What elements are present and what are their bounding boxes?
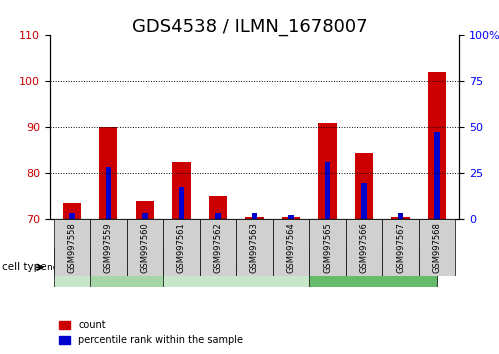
- Bar: [428, 72, 446, 219]
- Text: GSM997566: GSM997566: [360, 222, 369, 273]
- Text: GDS4538 / ILMN_1678007: GDS4538 / ILMN_1678007: [132, 18, 367, 36]
- Bar: [209, 196, 227, 219]
- Bar: [419, 219, 456, 276]
- Text: GSM997562: GSM997562: [214, 221, 223, 276]
- Text: GSM997559: GSM997559: [104, 222, 113, 273]
- Bar: [53, 219, 90, 276]
- Text: cell type: cell type: [2, 262, 47, 272]
- Bar: [361, 183, 367, 219]
- Bar: [99, 127, 117, 219]
- Bar: [172, 162, 191, 219]
- Text: GSM997566: GSM997566: [360, 221, 369, 276]
- Text: GSM997567: GSM997567: [396, 221, 405, 276]
- Text: neurons CD44- EGFR-: neurons CD44- EGFR-: [325, 263, 422, 272]
- Bar: [252, 212, 257, 219]
- Text: GSM997558: GSM997558: [67, 221, 76, 276]
- Bar: [282, 217, 300, 219]
- Bar: [136, 201, 154, 219]
- Bar: [309, 219, 346, 276]
- Bar: [346, 219, 382, 276]
- Text: oligodendrocytes: oligodendrocytes: [97, 263, 175, 272]
- Text: GSM997563: GSM997563: [250, 221, 259, 276]
- Bar: [69, 212, 74, 219]
- Bar: [53, 248, 108, 287]
- Bar: [127, 219, 163, 276]
- Bar: [435, 132, 440, 219]
- Bar: [392, 217, 410, 219]
- Bar: [179, 187, 184, 219]
- Bar: [90, 219, 127, 276]
- Text: GSM997565: GSM997565: [323, 222, 332, 273]
- Text: GSM997568: GSM997568: [433, 222, 442, 273]
- Bar: [163, 248, 327, 287]
- Bar: [163, 219, 200, 276]
- Text: GSM997559: GSM997559: [104, 221, 113, 276]
- Bar: [246, 217, 263, 219]
- Bar: [273, 219, 309, 276]
- Bar: [215, 212, 221, 219]
- Text: GSM997558: GSM997558: [67, 222, 76, 273]
- Bar: [398, 212, 403, 219]
- Bar: [288, 215, 294, 219]
- Bar: [318, 123, 337, 219]
- Bar: [309, 248, 437, 287]
- Text: GSM997567: GSM997567: [396, 222, 405, 273]
- Text: GSM997561: GSM997561: [177, 222, 186, 273]
- Text: neural rosettes: neural rosettes: [46, 263, 115, 272]
- Text: GSM997568: GSM997568: [433, 221, 442, 276]
- Bar: [382, 219, 419, 276]
- Text: GSM997561: GSM997561: [177, 221, 186, 276]
- Text: GSM997560: GSM997560: [140, 222, 149, 273]
- Bar: [106, 166, 111, 219]
- Bar: [355, 153, 373, 219]
- Text: GSM997564: GSM997564: [286, 222, 295, 273]
- Bar: [325, 162, 330, 219]
- Text: GSM997560: GSM997560: [140, 221, 149, 276]
- Bar: [236, 219, 273, 276]
- Bar: [63, 203, 81, 219]
- Text: GSM997562: GSM997562: [214, 222, 223, 273]
- Text: astrocytes: astrocytes: [222, 263, 269, 272]
- Bar: [142, 212, 148, 219]
- Bar: [200, 219, 236, 276]
- Legend: count, percentile rank within the sample: count, percentile rank within the sample: [55, 316, 247, 349]
- Text: GSM997563: GSM997563: [250, 222, 259, 273]
- Text: GSM997565: GSM997565: [323, 221, 332, 276]
- Bar: [90, 248, 182, 287]
- Text: GSM997564: GSM997564: [286, 221, 295, 276]
